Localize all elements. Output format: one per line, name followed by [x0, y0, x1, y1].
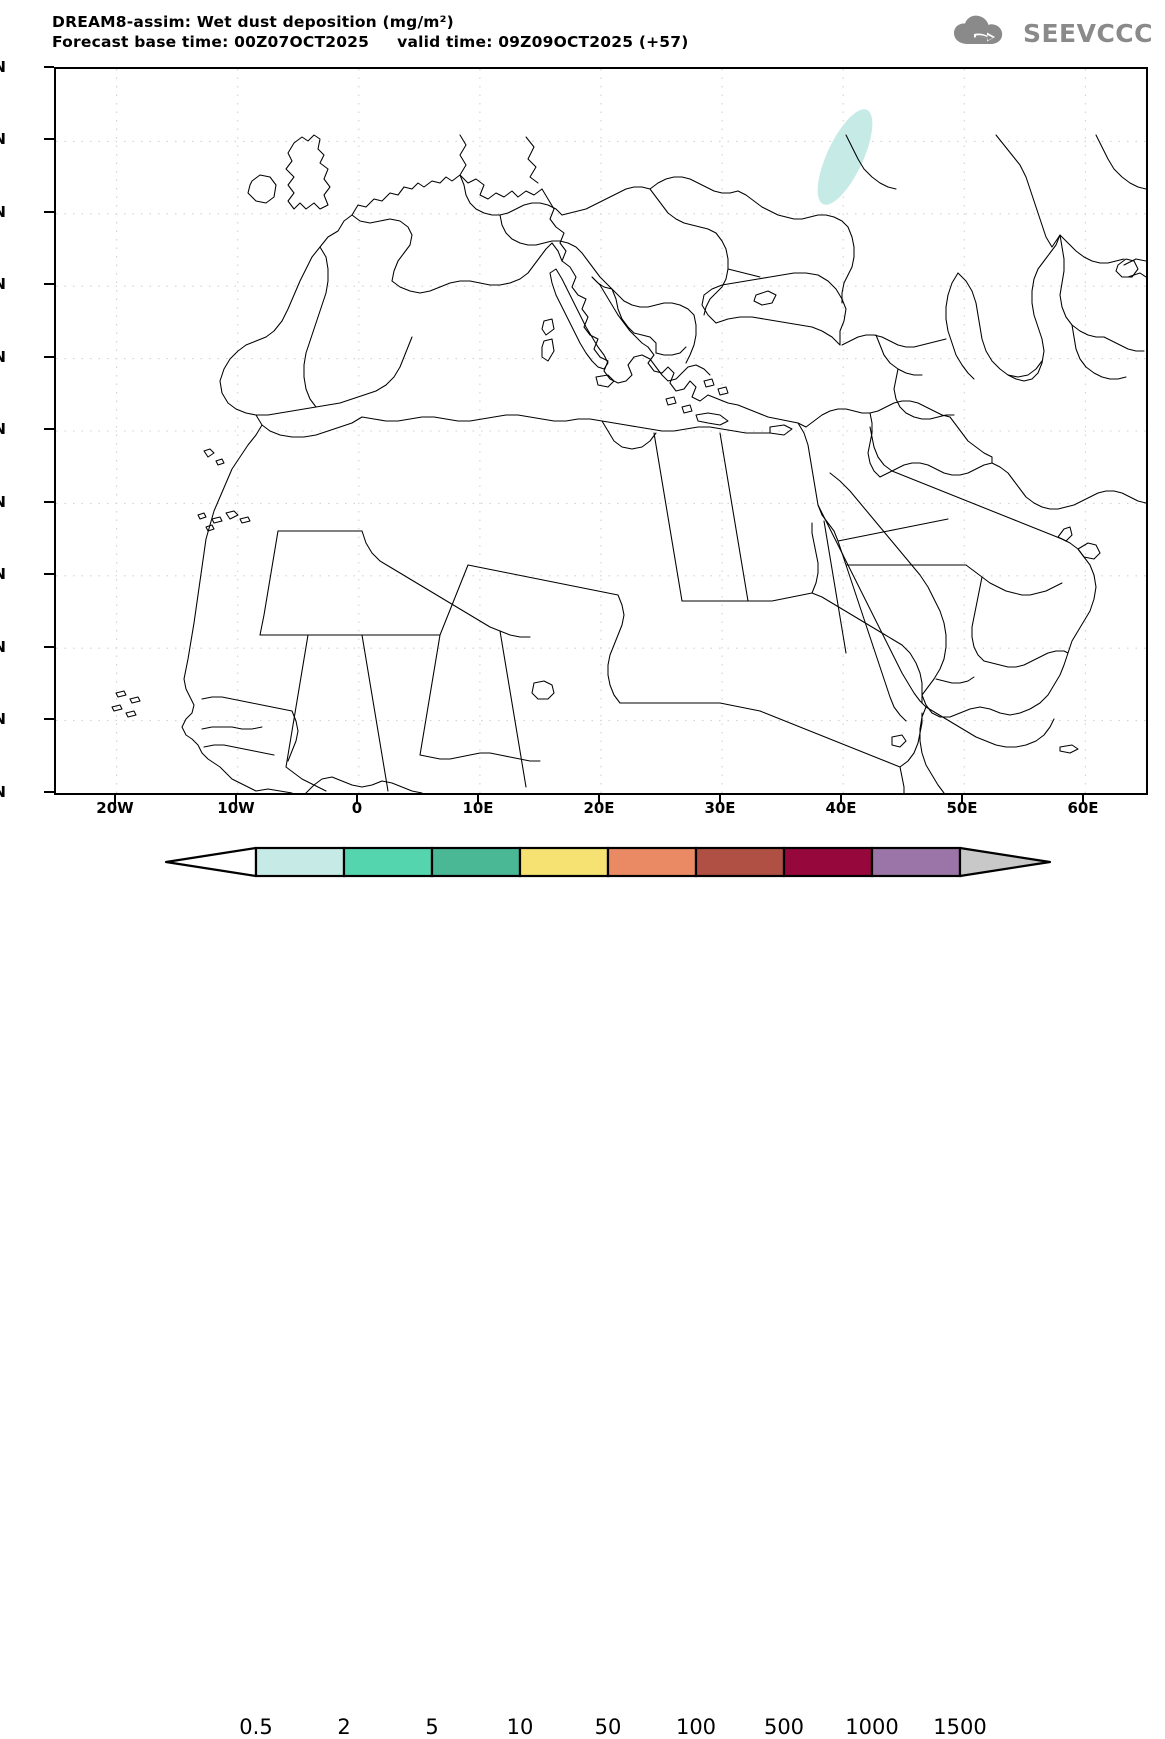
chart-header: DREAM8-assim: Wet dust deposition (mg/m²… — [52, 12, 952, 52]
chart-title: DREAM8-assim: Wet dust deposition (mg/m²… — [52, 13, 454, 31]
colorbar-swatch-6 — [782, 846, 874, 878]
ytick-mark-30n — [44, 428, 54, 430]
colorbar-swatch-5 — [694, 846, 786, 878]
colorbar-swatch-4 — [606, 846, 698, 878]
ytick-label-25n: 25N — [0, 493, 6, 511]
ytick-label-40n: 40N — [0, 275, 6, 293]
xtick-label-50e: 50E — [946, 799, 978, 817]
xtick-mark-20e — [598, 795, 600, 804]
ytick-label-5n: 5N — [0, 783, 6, 801]
xtick-label-40e: 40E — [825, 799, 857, 817]
colorbar-swatch-1 — [342, 846, 434, 878]
colorbar-tick-8: 1500 — [933, 1715, 987, 1739]
ytick-label-20n: 20N — [0, 565, 6, 583]
map-coastlines — [111, 134, 1146, 793]
ytick-mark-10n — [44, 718, 54, 720]
colorbar[interactable]: 0.5 2 5 10 50 100 500 1000 1500 — [0, 843, 1165, 1739]
colorbar-swatch-2 — [430, 846, 522, 878]
xtick-label-10w: 10W — [217, 799, 255, 817]
xtick-label-20e: 20E — [583, 799, 615, 817]
xtick-label-30e: 30E — [704, 799, 736, 817]
xtick-mark-0 — [356, 795, 358, 804]
deposition-field — [817, 109, 873, 205]
colorbar-tick-2: 5 — [425, 1715, 439, 1739]
seevccc-logo: SEEVCCC — [952, 14, 1153, 52]
xtick-mark-40e — [840, 795, 842, 804]
ytick-mark-40n — [44, 283, 54, 285]
ytick-mark-45n — [44, 211, 54, 213]
xtick-mark-10e — [477, 795, 479, 804]
ytick-mark-15n — [44, 646, 54, 648]
ytick-label-50n: 50N — [0, 130, 6, 148]
xtick-mark-30e — [719, 795, 721, 804]
colorbar-swatch-7 — [870, 846, 962, 878]
chart-subtitle: Forecast base time: 00Z07OCT2025 valid t… — [52, 33, 689, 51]
xtick-mark-20w — [114, 795, 116, 804]
ytick-label-30n: 30N — [0, 420, 6, 438]
ytick-mark-55n — [44, 66, 54, 68]
xtick-label-0: 0 — [351, 799, 363, 817]
colorbar-tick-3: 10 — [506, 1715, 534, 1739]
xtick-label-60e: 60E — [1067, 799, 1099, 817]
xtick-label-10e: 10E — [462, 799, 494, 817]
colorbar-tick-7: 1000 — [845, 1715, 899, 1739]
colorbar-tick-0: 0.5 — [239, 1715, 273, 1739]
colorbar-tick-5: 100 — [675, 1715, 717, 1739]
colorbar-tick-6: 500 — [763, 1715, 805, 1739]
xtick-mark-10w — [235, 795, 237, 804]
colorbar-tick-1: 2 — [337, 1715, 351, 1739]
xtick-mark-50e — [961, 795, 963, 804]
colorbar-swatch-over — [958, 846, 1052, 878]
colorbar-tick-4: 50 — [594, 1715, 622, 1739]
ytick-label-10n: 10N — [0, 710, 6, 728]
wet-deposition-plume — [817, 109, 873, 205]
ytick-label-45n: 45N — [0, 203, 6, 221]
logo-text: SEEVCCC — [1022, 18, 1153, 48]
xtick-mark-60e — [1082, 795, 1084, 804]
ytick-mark-5n — [44, 791, 54, 793]
colorbar-swatch-0 — [254, 846, 346, 878]
colorbar-swatch-3 — [518, 846, 610, 878]
ytick-mark-20n — [44, 573, 54, 575]
ytick-mark-35n — [44, 356, 54, 358]
colorbar-swatches[interactable] — [0, 843, 1165, 883]
map-plot-area[interactable] — [54, 67, 1148, 795]
xtick-label-20w: 20W — [96, 799, 134, 817]
ytick-label-15n: 15N — [0, 638, 6, 656]
colorbar-swatch-under — [164, 846, 258, 878]
ytick-label-35n: 35N — [0, 348, 6, 366]
ytick-mark-25n — [44, 501, 54, 503]
cloud-arrow-icon — [952, 14, 1016, 52]
ytick-mark-50n — [44, 138, 54, 140]
ytick-label-55n: 55N — [0, 58, 6, 76]
